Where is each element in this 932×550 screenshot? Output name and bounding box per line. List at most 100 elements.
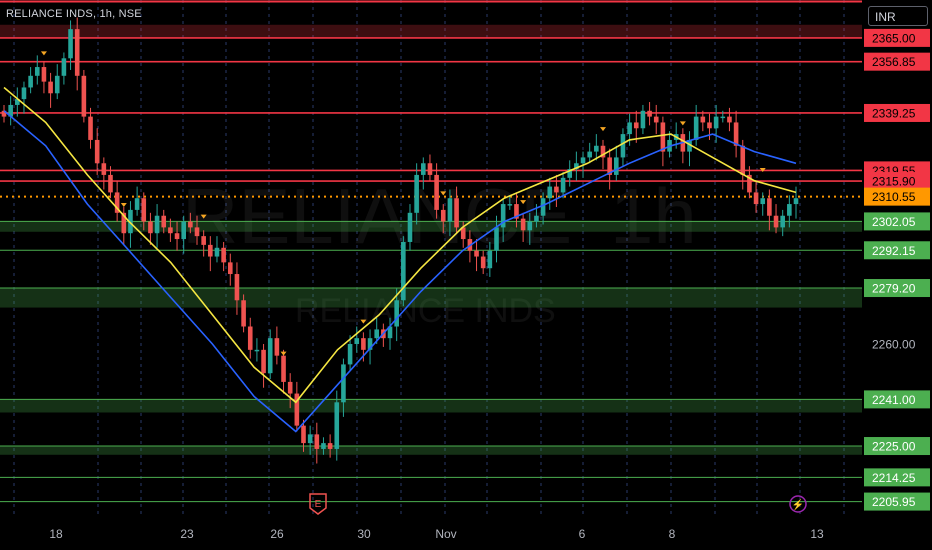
price-axis-tags: 2365.002356.852339.252319.552315.902310.… — [864, 28, 930, 511]
candle — [720, 110, 726, 123]
candle — [161, 209, 167, 234]
candle — [307, 425, 313, 455]
price-tag-label: 2365.00 — [872, 31, 916, 45]
candle — [420, 157, 426, 190]
candle — [554, 174, 559, 207]
candle — [414, 163, 419, 225]
candle — [620, 128, 626, 167]
candle — [660, 116, 666, 167]
price-tag-label: 2205.95 — [872, 495, 916, 509]
candle — [507, 195, 513, 210]
candle — [653, 104, 659, 135]
signal-marker-icon — [520, 200, 527, 205]
candle — [547, 177, 553, 210]
candle — [281, 349, 286, 394]
signal-marker-icon — [40, 51, 47, 56]
price-tag-label: 2315.90 — [872, 175, 916, 189]
moving-averages — [3, 86, 797, 433]
candle — [128, 201, 133, 248]
signal-marker-icon — [679, 121, 686, 126]
event-markers[interactable]: E ⚡ — [309, 493, 807, 515]
candle — [94, 128, 100, 175]
candle — [294, 381, 300, 432]
signal-marker-icon — [599, 127, 606, 132]
currency-selector[interactable]: INR — [868, 6, 928, 26]
candle — [454, 186, 459, 234]
candle — [208, 236, 213, 272]
price-tag-support: 2241.00 — [864, 390, 930, 409]
candle — [101, 157, 107, 190]
price-tag-resistance: 2339.25 — [864, 103, 930, 122]
price-tag-label: 2279.20 — [872, 282, 916, 296]
candle — [520, 212, 526, 242]
candle — [327, 434, 333, 458]
x-tick-label: 8 — [669, 527, 676, 541]
candle — [227, 253, 233, 286]
lightning-event-icon[interactable]: ⚡ — [789, 495, 807, 513]
svg-text:E: E — [315, 499, 322, 510]
candle — [614, 145, 619, 181]
candle — [574, 151, 579, 181]
candle — [367, 329, 373, 365]
price-tag-support: 2205.95 — [864, 492, 930, 511]
candle — [221, 241, 226, 272]
candle — [700, 110, 706, 132]
candle — [514, 192, 519, 228]
symbol-title: RELIANCE INDS, 1h, NSE — [6, 8, 142, 20]
candle — [587, 142, 592, 164]
candle — [8, 96, 13, 126]
price-tag-support: 2292.15 — [864, 241, 930, 260]
ema-slow-line — [3, 110, 797, 433]
candle — [713, 104, 719, 143]
signal-marker-icon — [360, 319, 367, 324]
earnings-event-icon[interactable]: E — [309, 493, 327, 515]
candle — [567, 160, 573, 187]
candle — [740, 139, 746, 190]
watermark-big: RELIANCE — [182, 172, 572, 260]
candle — [347, 335, 353, 371]
candle — [321, 437, 326, 455]
level-zones — [0, 24, 862, 455]
candle — [28, 67, 33, 94]
price-tag-label: 2225.00 — [872, 440, 916, 454]
candle — [401, 236, 406, 307]
watermark-big-suffix: 1h — [610, 172, 697, 260]
candle — [440, 204, 446, 234]
price-tag-label: 2310.55 — [872, 190, 916, 204]
signal-marker-icon — [280, 351, 287, 356]
candle — [81, 69, 87, 123]
candle — [767, 189, 772, 231]
candle — [354, 326, 360, 353]
signal-marker-icon — [120, 202, 127, 207]
x-tick-label: 18 — [49, 527, 63, 541]
ema-fast-line — [3, 86, 797, 404]
zone-support — [0, 399, 862, 413]
price-tag-label: 2241.00 — [872, 393, 916, 407]
signal-markers — [40, 51, 766, 356]
candle — [527, 212, 533, 245]
candle — [633, 110, 639, 143]
candle — [267, 329, 273, 379]
candle — [114, 180, 120, 222]
candle — [168, 218, 173, 242]
zone-support — [0, 446, 862, 455]
candle — [480, 250, 486, 275]
candle — [121, 206, 127, 245]
candle — [687, 131, 692, 167]
zone-resistance — [0, 24, 862, 38]
candle — [174, 221, 180, 251]
grid-lines — [13, 0, 845, 516]
candle — [314, 422, 320, 464]
price-axis-tick-label: 2260.00 — [872, 338, 916, 352]
candle — [15, 87, 20, 117]
price-tag-resistance: 2315.90 — [864, 172, 930, 191]
candle — [41, 61, 47, 94]
price-tag-label: 2302.05 — [872, 215, 916, 229]
candle — [214, 236, 220, 263]
candle — [108, 166, 113, 199]
x-tick-label: 23 — [180, 527, 194, 541]
price-tag-resistance: 2365.00 — [864, 28, 930, 47]
x-axis: 18 23 26 30 Nov 6 8 13 — [0, 516, 932, 550]
